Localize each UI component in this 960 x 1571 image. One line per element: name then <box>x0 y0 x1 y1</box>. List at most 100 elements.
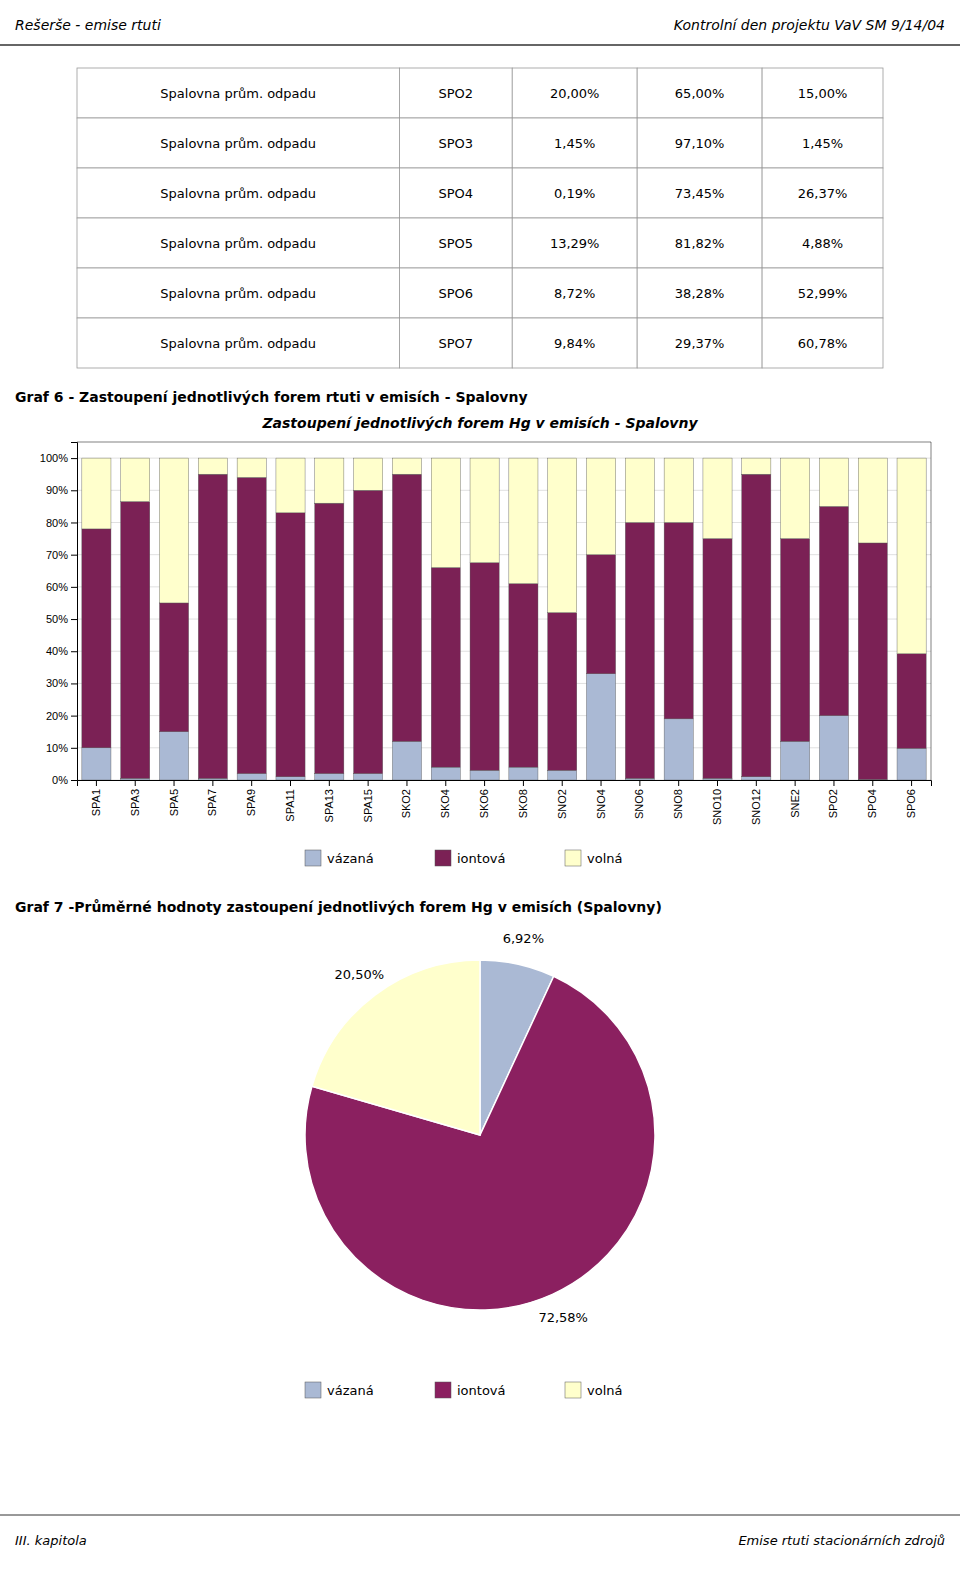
x-tick: SPA11 <box>284 780 296 822</box>
bar-segment <box>198 458 227 474</box>
y-tick: 60% <box>46 581 77 593</box>
x-tick: SPO2 <box>827 780 839 818</box>
bar-segment <box>819 458 848 506</box>
x-tick-label: SPA3 <box>129 789 141 816</box>
table-text: 38,28% <box>675 286 725 301</box>
plot-frame <box>77 442 931 780</box>
x-tick-mark <box>290 780 291 786</box>
table-cell <box>512 218 637 268</box>
bar-segment <box>664 522 693 718</box>
bar-segment <box>159 603 188 732</box>
header-rule <box>0 44 960 46</box>
table-cell <box>762 218 883 268</box>
x-tick-label: SPO6 <box>905 789 917 818</box>
x-tick-label: SPA13 <box>323 789 335 822</box>
x-tick: SKO6 <box>478 780 490 818</box>
y-tick-label: 30% <box>46 677 68 689</box>
x-tick-label: SPO4 <box>866 789 878 818</box>
x-tick-mark <box>484 780 485 786</box>
bar-segment <box>198 778 227 780</box>
x-tick-label: SPA11 <box>284 789 296 822</box>
legend-swatch <box>565 850 581 866</box>
chart-title: Graf 6 - Zastoupení jednotlivých forem r… <box>15 389 528 405</box>
bar-segment <box>548 613 577 771</box>
table-cell <box>77 118 399 168</box>
table-cell <box>762 318 883 368</box>
table-text: 13,29% <box>550 236 600 251</box>
x-tick-mark <box>406 780 407 786</box>
bar-segment <box>431 568 460 768</box>
y-tick-mark <box>71 651 77 652</box>
x-tick-label: SKO8 <box>517 789 529 818</box>
x-tick-mark <box>639 780 640 786</box>
bar-segment <box>509 767 538 780</box>
x-tick-mark <box>562 780 563 786</box>
x-tick-mark <box>135 780 136 786</box>
x-tick-label: SKO2 <box>400 789 412 818</box>
table-text: 60,78% <box>798 336 848 351</box>
legend-label: iontová <box>457 1383 506 1398</box>
bar-segment <box>159 732 188 780</box>
bar-segment <box>237 477 266 773</box>
bar-segment <box>625 522 654 778</box>
x-tick: SNO10 <box>711 780 723 825</box>
y-tick-mark <box>71 458 77 459</box>
x-tick-mark <box>368 780 369 786</box>
table-cell <box>762 68 883 118</box>
table-text: 1,45% <box>802 136 843 151</box>
x-tick-label: SNO12 <box>750 789 762 825</box>
x-tick: SPA3 <box>129 780 141 816</box>
x-tick-label: SPA5 <box>168 789 180 816</box>
data-label: 20,50% <box>335 967 385 982</box>
bar-segment <box>315 503 344 773</box>
bar-segment <box>276 777 305 780</box>
legend-label: vázaná <box>327 1383 374 1398</box>
y-tick-mark <box>71 619 77 620</box>
table-text: 52,99% <box>798 286 848 301</box>
table-cell <box>512 68 637 118</box>
table-cell <box>512 118 637 168</box>
bar-segment <box>431 458 460 567</box>
y-tick-mark <box>71 522 77 523</box>
y-tick-label: 90% <box>46 484 68 496</box>
x-tick: SNO6 <box>633 780 645 819</box>
y-tick: 50% <box>46 613 77 625</box>
y-tick: 90% <box>46 484 77 496</box>
legend-label: vázaná <box>327 851 374 866</box>
chart-title: Graf 7 -Průměrné hodnoty zastoupení jedn… <box>15 899 662 915</box>
table-cell <box>399 68 512 118</box>
footer-rule <box>0 1515 960 1516</box>
y-tick-mark <box>71 555 77 556</box>
header-left: Rešerše - emise rtuti <box>15 17 161 33</box>
bar-segment <box>819 716 848 780</box>
x-tick: SPA13 <box>323 780 335 822</box>
table-cell <box>399 118 512 168</box>
table-cell <box>637 68 762 118</box>
bar-segment <box>586 674 615 780</box>
table-text: SPO3 <box>439 136 474 151</box>
legend-label: iontová <box>457 851 506 866</box>
bar-segment <box>742 458 771 474</box>
y-tick-label: 50% <box>46 613 68 625</box>
x-tick: SKO2 <box>400 780 412 818</box>
y-tick-label: 20% <box>46 710 68 722</box>
bar-segment <box>625 458 654 522</box>
table-text: SPO5 <box>439 236 474 251</box>
y-tick-label: 10% <box>46 742 68 754</box>
bar-segment <box>625 778 654 780</box>
table-text: 20,00% <box>550 86 600 101</box>
bar-segment <box>315 774 344 780</box>
table-cell <box>77 168 399 218</box>
x-tick-mark <box>251 780 252 786</box>
table-text: 0,19% <box>554 186 595 201</box>
y-tick: 20% <box>46 710 77 722</box>
x-tick: SNO12 <box>750 780 762 825</box>
table-cell <box>512 268 637 318</box>
legend-swatch <box>565 1382 581 1398</box>
x-tick: SNO4 <box>595 780 607 819</box>
y-tick-label: 100% <box>40 452 68 464</box>
x-tick: SPA9 <box>245 780 257 816</box>
y-tick-label: 0% <box>52 774 68 786</box>
table-cell <box>77 68 399 118</box>
table-cell <box>637 218 762 268</box>
